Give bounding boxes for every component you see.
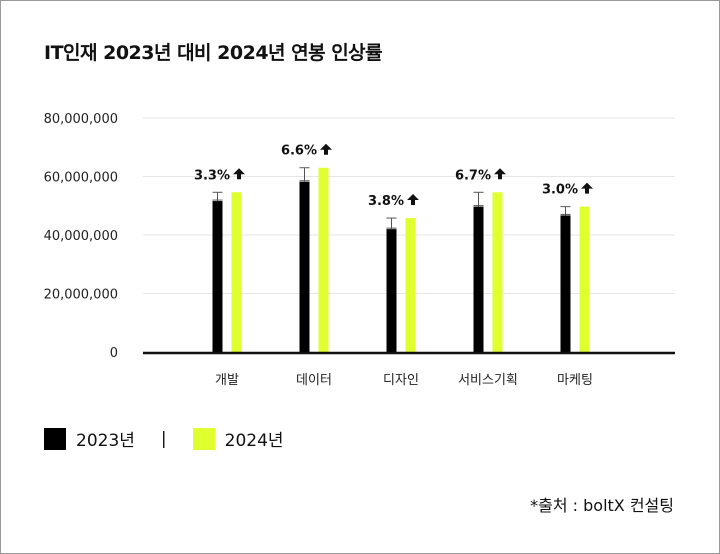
legend-swatch-2023 — [44, 427, 66, 450]
bar-2023 — [212, 201, 223, 352]
chart-title: IT인재 2023년 대비 2024년 연봉 인상률 — [44, 42, 383, 64]
legend-swatch-2024 — [192, 427, 215, 450]
y-tick-label: 60,000,000 — [44, 171, 118, 186]
y-tick-label: 0 — [110, 346, 118, 361]
bar-2024 — [405, 218, 416, 352]
bar-2023 — [560, 215, 571, 352]
bar-2024 — [492, 192, 503, 352]
increase-label: 3.0% — [542, 183, 578, 198]
legend-label-2023: 2023년 — [76, 431, 135, 451]
x-tick-label: 데이터 — [296, 373, 332, 388]
legend: 2023년 | 2024년 — [44, 426, 284, 451]
bar-2024 — [318, 167, 329, 352]
bar-2023 — [473, 206, 484, 352]
source-note: *출처 : boltX 컨설팅 — [530, 496, 674, 515]
y-tick-label: 20,000,000 — [44, 288, 118, 303]
up-arrow-icon — [320, 143, 332, 155]
x-tick-label: 디자인 — [383, 373, 419, 388]
x-tick-label: 서비스기획 — [458, 373, 518, 388]
increase-label: 3.3% — [194, 168, 230, 183]
up-arrow-icon — [581, 182, 593, 194]
increase-label: 6.7% — [455, 168, 491, 183]
bar-2024 — [231, 192, 242, 352]
up-arrow-icon — [233, 168, 245, 180]
legend-label-2024: 2024년 — [224, 431, 284, 451]
bar-2024 — [579, 206, 590, 352]
up-arrow-icon — [407, 194, 419, 206]
x-tick-label: 마케팅 — [557, 373, 593, 388]
bar-2023 — [299, 181, 310, 352]
increase-label: 6.6% — [281, 144, 317, 159]
y-tick-label: 40,000,000 — [44, 229, 118, 244]
y-tick-label: 80,000,000 — [44, 112, 118, 127]
x-tick-label: 개발 — [215, 373, 239, 388]
bar-2023 — [386, 229, 397, 352]
increase-label: 3.8% — [368, 194, 404, 209]
up-arrow-icon — [494, 168, 506, 180]
legend-separator: | — [160, 428, 167, 449]
